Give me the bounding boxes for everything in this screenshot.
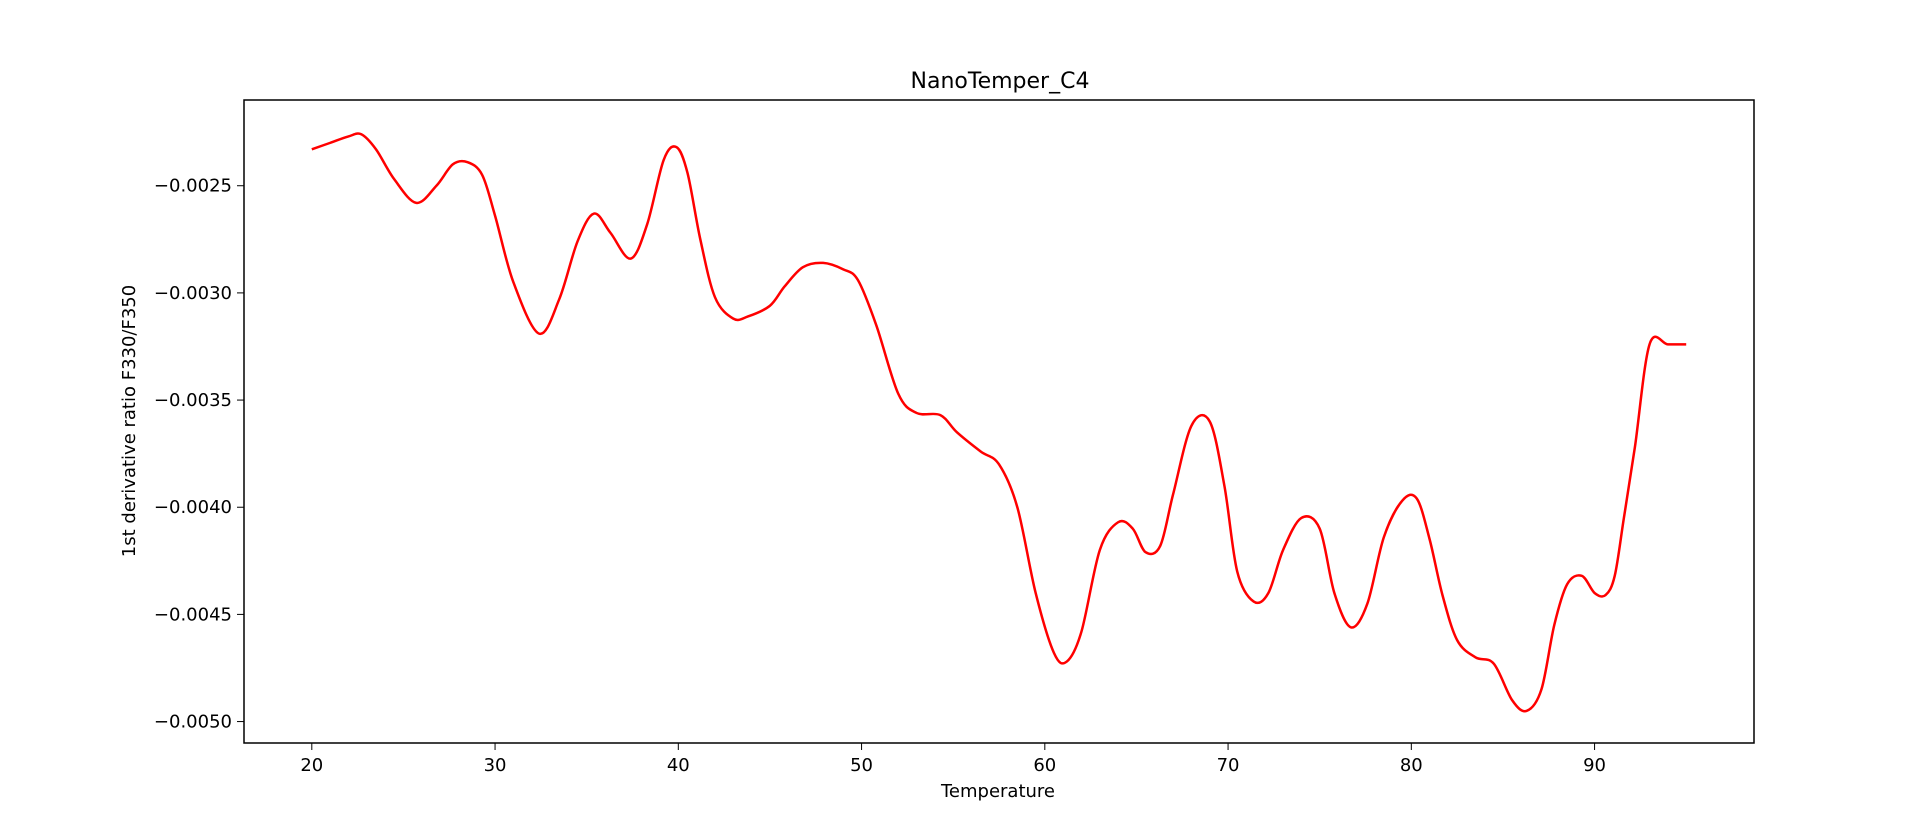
y-tick-label: −0.0040 [154, 497, 232, 518]
y-tick-label: −0.0025 [154, 176, 232, 197]
x-tick-label: 20 [300, 755, 323, 776]
x-axis-label: Temperature [940, 781, 1055, 802]
series-group [311, 132, 1687, 713]
x-tick-label: 50 [850, 755, 873, 776]
x-tick-label: 40 [667, 755, 690, 776]
y-tick-label: −0.0045 [154, 604, 232, 625]
series-line-0 [311, 132, 1687, 713]
x-axis-ticks: 20 30 40 50 60 70 80 90 [300, 743, 1606, 776]
y-tick-label: −0.0050 [154, 712, 232, 733]
y-tick-label: −0.0035 [154, 390, 232, 411]
x-tick-label: 80 [1400, 755, 1423, 776]
y-axis-label: 1st derivative ratio F330/F350 [119, 285, 140, 557]
chart-title: NanoTemper_C4 [911, 69, 1090, 94]
y-axis-ticks: −0.0025 −0.0030 −0.0035 −0.0040 −0.0045 −0.00… [154, 176, 244, 733]
x-tick-label: 70 [1217, 755, 1240, 776]
x-tick-label: 30 [484, 755, 507, 776]
x-tick-label: 90 [1583, 755, 1606, 776]
y-tick-label: −0.0030 [154, 283, 232, 304]
plot-area-frame [243, 99, 1755, 744]
x-tick-label: 60 [1033, 755, 1056, 776]
